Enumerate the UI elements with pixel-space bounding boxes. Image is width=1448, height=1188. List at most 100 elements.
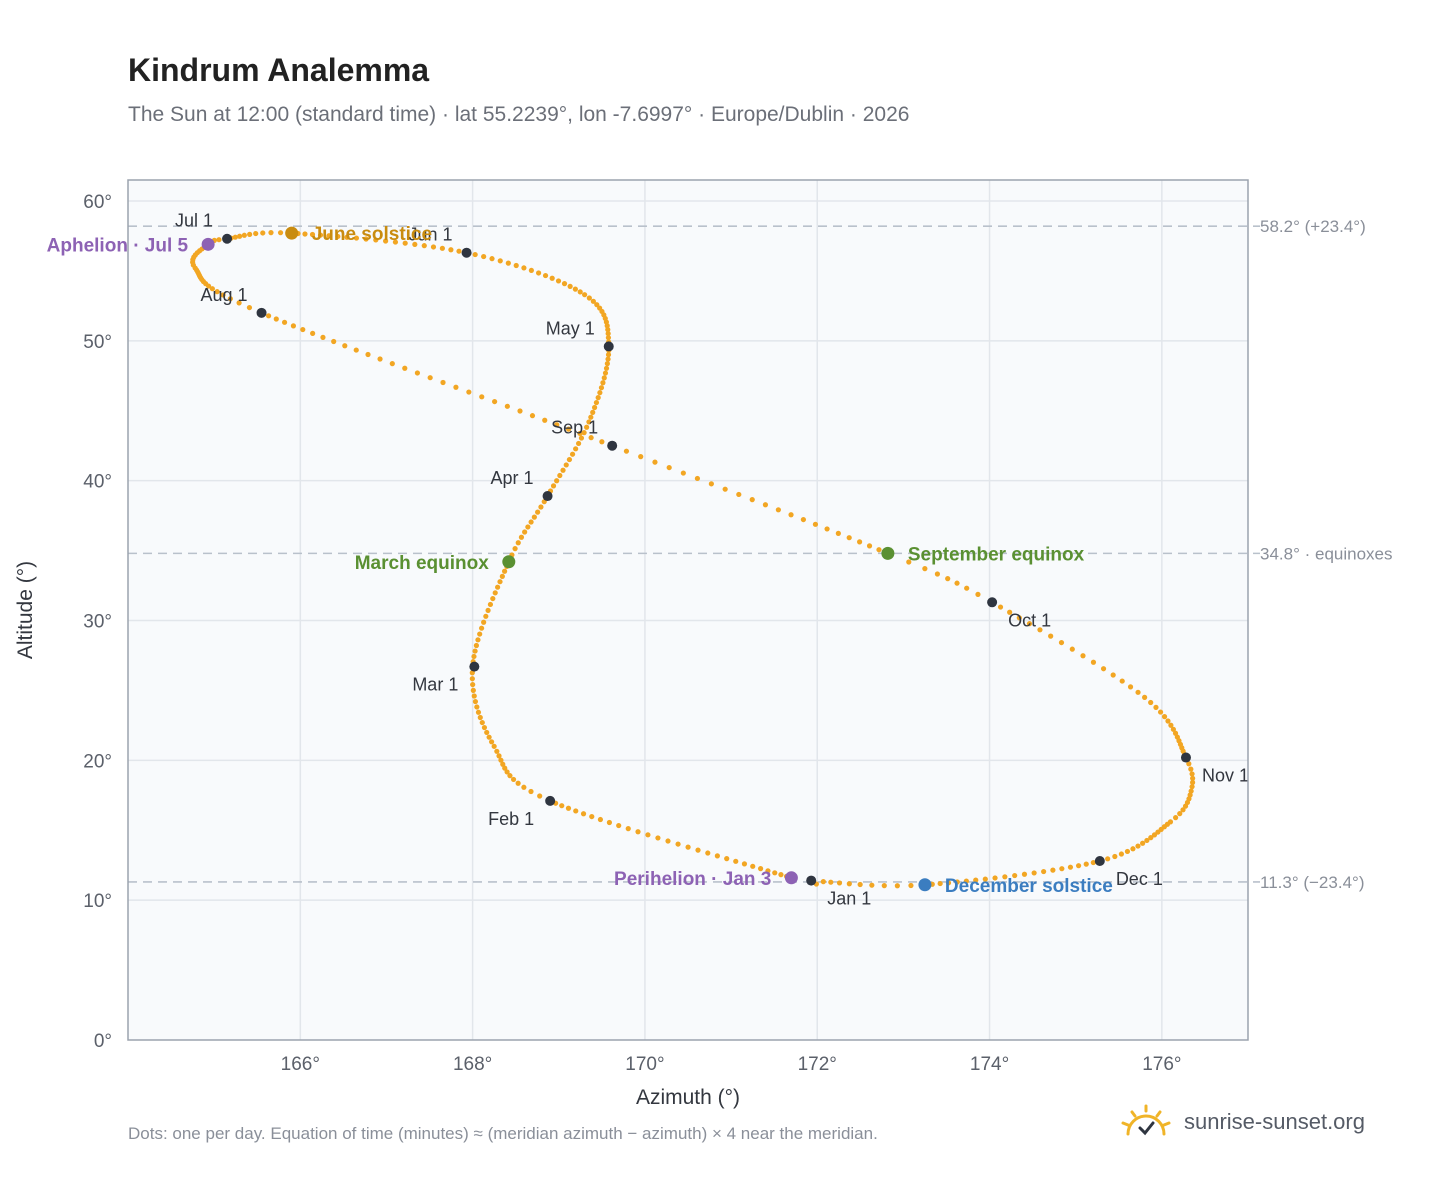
daily-dot [472, 251, 478, 258]
daily-dot [1151, 832, 1158, 838]
month-marker-label: Oct 1 [1008, 610, 1051, 630]
daily-dot [603, 365, 610, 371]
daily-dot [448, 247, 454, 253]
daily-dot [475, 709, 482, 715]
daily-dot [680, 470, 686, 476]
daily-dot [1144, 837, 1150, 844]
daily-dot [310, 330, 316, 336]
daily-dot [1148, 835, 1154, 841]
daily-dot [906, 559, 912, 565]
daily-dot [363, 236, 369, 242]
daily-dot [440, 379, 446, 386]
daily-dot [525, 524, 531, 530]
daily-dot [934, 571, 941, 577]
daily-dot [529, 413, 536, 419]
event-marker-label: Aphelion · Jul 5 [47, 235, 189, 256]
daily-dot [881, 883, 887, 889]
daily-dot [402, 240, 408, 246]
daily-dot [569, 451, 576, 457]
daily-dot [1157, 709, 1164, 715]
daily-dot [542, 272, 549, 279]
daily-dot [1168, 722, 1174, 728]
daily-dot [1180, 807, 1186, 813]
daily-dot [383, 238, 389, 244]
daily-dot [857, 539, 863, 545]
daily-dot [1112, 853, 1118, 860]
reference-lines: 58.2° (+23.4°) 34.8° · equinoxes 11.3° (−2… [128, 217, 1393, 892]
daily-dot [652, 459, 658, 465]
daily-dot [757, 866, 764, 872]
daily-dot [1016, 615, 1022, 621]
daily-dot [521, 784, 527, 790]
daily-dot [595, 395, 601, 401]
daily-dot [1124, 848, 1131, 855]
daily-dot [209, 286, 215, 292]
daily-dot [593, 399, 600, 406]
daily-dot [602, 370, 609, 376]
daily-dot [478, 625, 485, 631]
daily-dot [824, 526, 830, 532]
daily-dot [666, 464, 672, 471]
daily-dot [714, 853, 720, 859]
daily-dot [495, 584, 501, 590]
daily-dot [997, 604, 1004, 610]
daily-dot [472, 698, 479, 705]
daily-dot [479, 719, 485, 726]
daily-dot [531, 514, 537, 520]
daily-dot [475, 637, 481, 643]
daily-dot [581, 430, 587, 436]
daily-dot [1165, 718, 1171, 724]
daily-dot [1190, 775, 1196, 781]
daily-dot [1142, 694, 1148, 700]
month-marker-dot [545, 795, 556, 806]
event-marker-label: March equinox [355, 553, 490, 574]
month-marker-dot [461, 247, 472, 258]
month-marker-dot [542, 491, 553, 502]
daily-dot [591, 404, 598, 411]
daily-dot [1105, 856, 1111, 862]
daily-dot [554, 422, 560, 428]
month-marker-dot [256, 307, 267, 318]
daily-dot [550, 483, 557, 489]
y-tick-label: 40° [83, 472, 112, 493]
daily-dot [246, 304, 253, 311]
x-axis-title: Azimuth (°) [636, 1086, 740, 1109]
event-marker-label: Perihelion · Jan 3 [614, 869, 771, 890]
daily-dot [1069, 646, 1075, 652]
daily-dot [456, 248, 462, 254]
daily-dot [1119, 678, 1125, 684]
daily-dot [498, 757, 504, 763]
daily-dot [489, 256, 495, 262]
daily-dot [484, 729, 490, 736]
month-marker-dot [603, 341, 614, 352]
daily-dot [945, 880, 952, 886]
daily-dot [982, 876, 988, 882]
daily-dot [494, 748, 500, 754]
daily-dot [655, 835, 661, 841]
daily-dot [604, 361, 610, 367]
daily-dot [515, 780, 521, 786]
daily-dot [1140, 840, 1146, 846]
daily-dot [846, 535, 852, 541]
brand[interactable]: sunrise-sunset.org [1120, 1104, 1365, 1140]
daily-dot [749, 497, 755, 503]
daily-dot [268, 230, 274, 236]
daily-dot [281, 319, 288, 325]
daily-dot [1130, 846, 1136, 852]
daily-dot [309, 231, 316, 238]
daily-dot [750, 863, 756, 869]
daily-dot [1050, 867, 1056, 873]
daily-dot [483, 613, 489, 619]
daily-dot [625, 826, 631, 832]
y-tick-label: 30° [83, 611, 112, 632]
daily-dot [561, 281, 568, 287]
daily-dot [414, 370, 421, 376]
daily-dot [237, 233, 243, 239]
daily-dot [492, 398, 498, 405]
reference-line-label: 58.2° (+23.4°) [1260, 217, 1366, 236]
daily-dot [1189, 784, 1195, 790]
daily-dot [560, 467, 566, 473]
daily-dot [486, 734, 492, 740]
x-tick-label: 172° [798, 1054, 837, 1075]
daily-dot [578, 435, 585, 441]
